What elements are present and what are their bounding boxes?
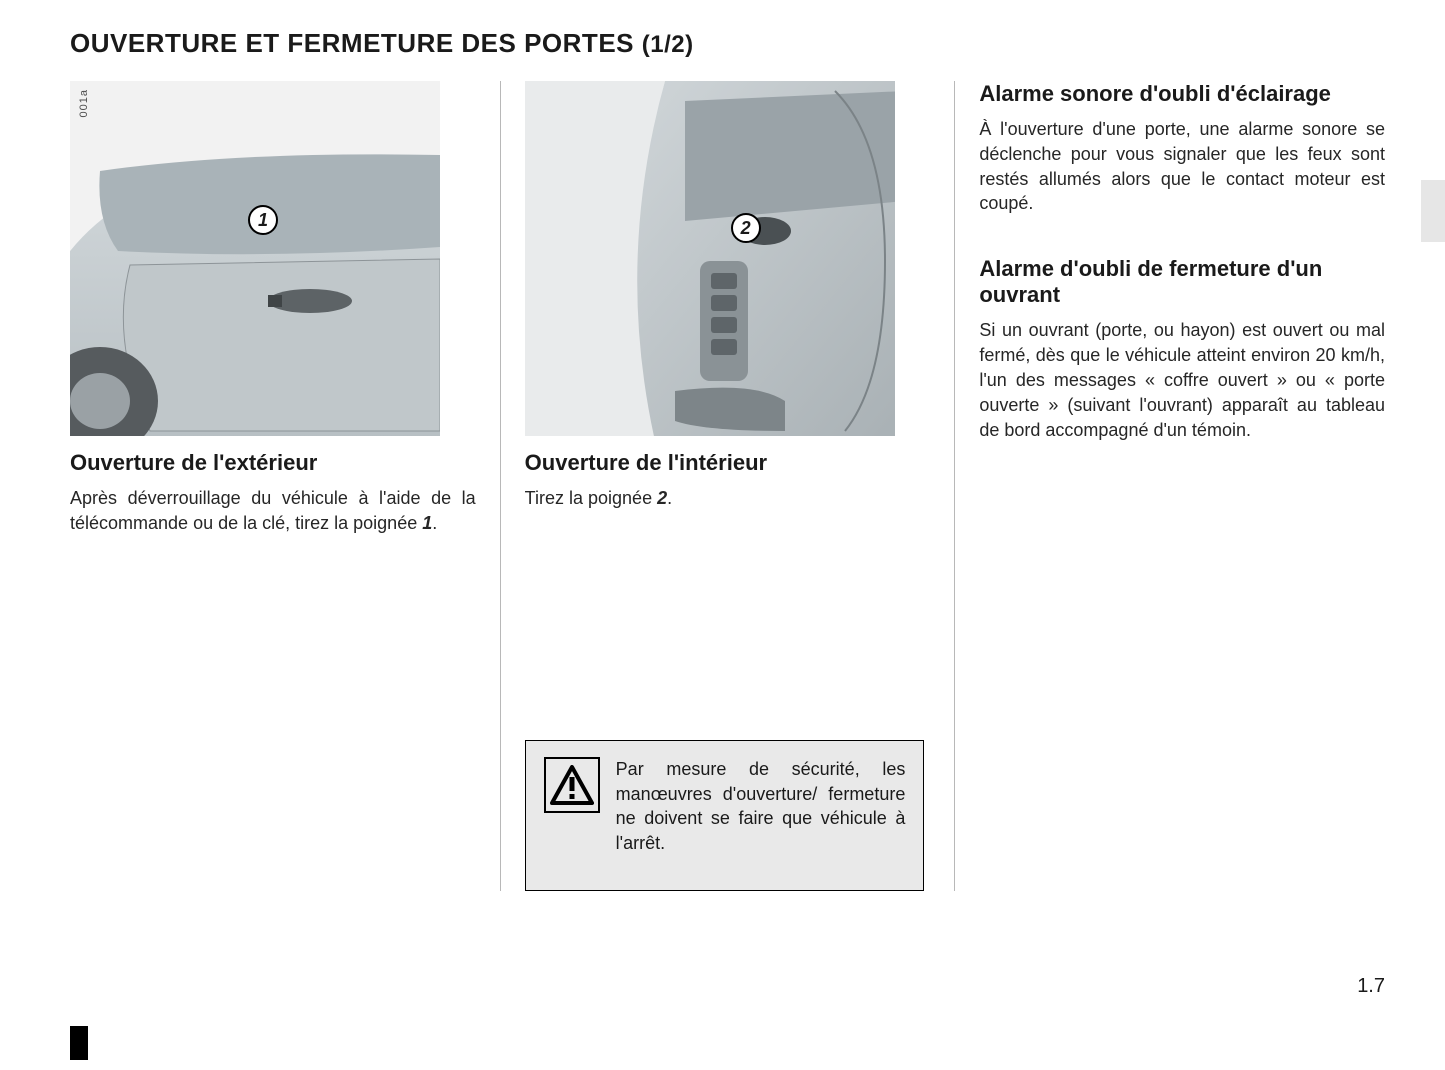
footer-mark bbox=[70, 1026, 88, 1060]
body-exterior-after: . bbox=[432, 513, 437, 533]
separator-1 bbox=[500, 81, 501, 891]
column-1: 001a bbox=[70, 81, 476, 891]
columns-container: 001a bbox=[70, 81, 1385, 891]
body-exterior-ref: 1 bbox=[422, 513, 432, 533]
column-2-inner: 003 bbox=[525, 81, 931, 891]
body-interior-ref: 2 bbox=[657, 488, 667, 508]
body-exterior-before: Après déverrouillage du véhicule à l'aid… bbox=[70, 488, 476, 533]
warning-text: Par mesure de sécurité, les manœuvres d'… bbox=[616, 757, 906, 856]
column-3-inner: Alarme sonore d'oubli d'éclairage À l'ou… bbox=[979, 81, 1385, 891]
heading-alarm-door: Alarme d'oubli de fermeture d'un ouvrant bbox=[979, 256, 1385, 308]
car-exterior-illustration bbox=[70, 141, 440, 436]
warning-icon bbox=[550, 765, 594, 805]
figure-code-1: 001a bbox=[78, 89, 90, 117]
column-3: Alarme sonore d'oubli d'éclairage À l'ou… bbox=[979, 81, 1385, 891]
heading-alarm-lights: Alarme sonore d'oubli d'éclairage bbox=[979, 81, 1385, 107]
page-title-main: OUVERTURE ET FERMETURE DES PORTES bbox=[70, 28, 634, 58]
heading-exterior: Ouverture de l'extérieur bbox=[70, 450, 476, 476]
page-title-part: (1/2) bbox=[642, 31, 694, 58]
body-interior-after: . bbox=[667, 488, 672, 508]
page-tab bbox=[1421, 180, 1445, 242]
heading-interior: Ouverture de l'intérieur bbox=[525, 450, 931, 476]
callout-1: 1 bbox=[248, 205, 278, 235]
warning-box: Par mesure de sécurité, les manœuvres d'… bbox=[525, 740, 925, 891]
body-interior: Tirez la poignée 2. bbox=[525, 486, 931, 511]
manual-page: OUVERTURE ET FERMETURE DES PORTES (1/2) … bbox=[0, 0, 1445, 1070]
car-interior-illustration bbox=[525, 81, 895, 436]
page-number: 1.7 bbox=[1357, 975, 1385, 998]
column-1-inner: 001a bbox=[70, 81, 476, 891]
body-exterior: Après déverrouillage du véhicule à l'aid… bbox=[70, 486, 476, 536]
warning-icon-frame bbox=[544, 757, 600, 813]
callout-1-label: 1 bbox=[258, 210, 268, 231]
page-title: OUVERTURE ET FERMETURE DES PORTES (1/2) bbox=[70, 28, 1385, 59]
body-alarm-door: Si un ouvrant (porte, ou hayon) est ouve… bbox=[979, 318, 1385, 442]
body-interior-before: Tirez la poignée bbox=[525, 488, 657, 508]
callout-2-label: 2 bbox=[741, 218, 751, 239]
separator-2 bbox=[954, 81, 955, 891]
column-2: 003 bbox=[525, 81, 931, 891]
body-alarm-lights: À l'ouverture d'une porte, une alarme so… bbox=[979, 117, 1385, 216]
figure-exterior: 001a bbox=[70, 81, 440, 436]
figure-interior: 003 bbox=[525, 81, 895, 436]
callout-2: 2 bbox=[731, 213, 761, 243]
